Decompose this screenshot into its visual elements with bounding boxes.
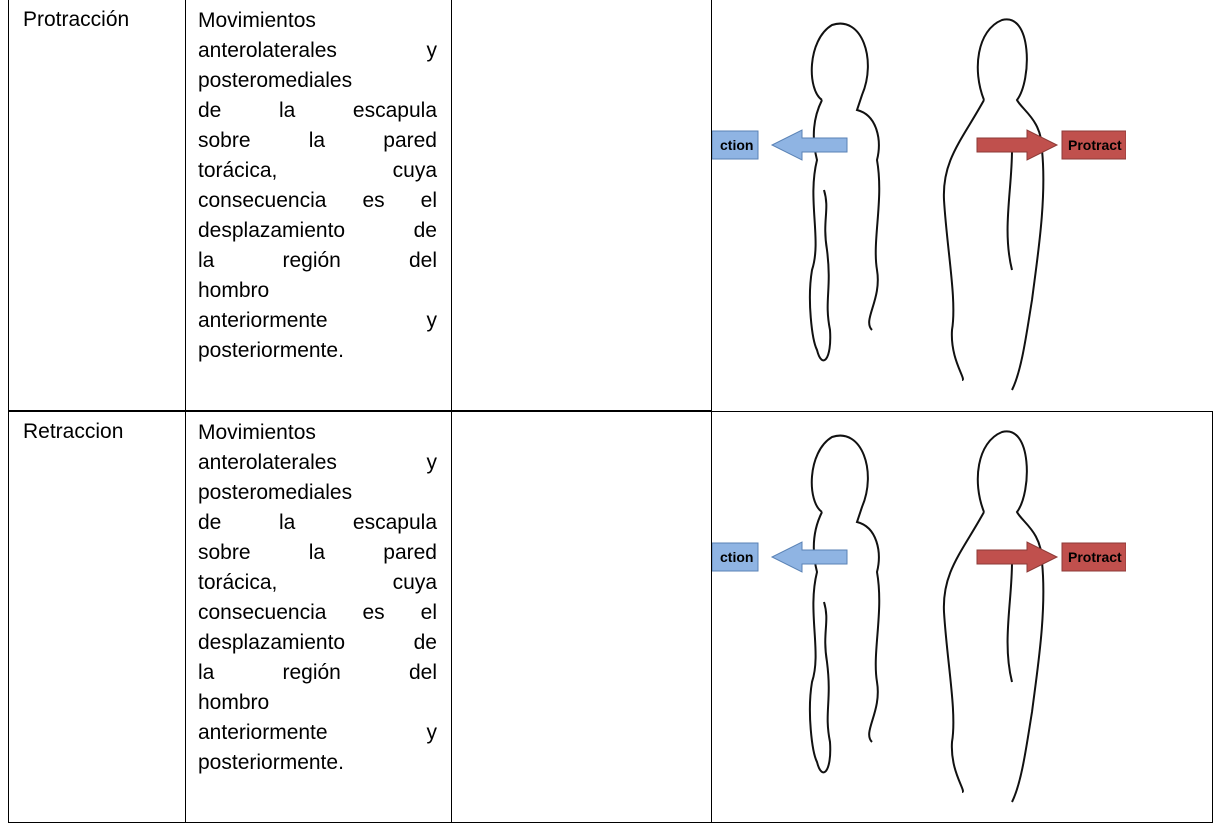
description-line: sobre la pared bbox=[198, 129, 437, 152]
description-line: consecuencia es el bbox=[198, 189, 437, 212]
figure-label: ction bbox=[720, 137, 753, 153]
description-line: anterolaterales y bbox=[198, 39, 437, 62]
description-line: Movimientos bbox=[198, 9, 316, 32]
label-box bbox=[1061, 542, 1127, 572]
empty-cell bbox=[451, 411, 712, 823]
term-cell: Protracción bbox=[8, 0, 186, 411]
arrow-right bbox=[976, 541, 1059, 573]
arrow-left bbox=[770, 541, 848, 573]
description-line: consecuencia es el bbox=[198, 601, 437, 624]
description-line: posteriormente. bbox=[198, 751, 344, 774]
description-line: hombro bbox=[198, 279, 270, 302]
description-line: la región del bbox=[198, 249, 437, 272]
description-line: desplazamiento de bbox=[198, 219, 437, 242]
figure-label: Protract bbox=[1068, 549, 1122, 565]
figure-cell: ction Protract bbox=[711, 0, 1127, 411]
description-line: torácica, cuya bbox=[198, 159, 437, 182]
description-cell: Movimientos anterolaterales y posteromedia… bbox=[185, 0, 452, 411]
figure: ction Protract bbox=[711, 430, 1127, 803]
description-line: desplazamiento de bbox=[198, 631, 437, 654]
description-line: hombro bbox=[198, 691, 270, 714]
label-box bbox=[711, 542, 759, 572]
description-cell: Movimientos anterolaterales y posteromedia… bbox=[185, 411, 452, 823]
figure-cell: ction Protract bbox=[711, 411, 1213, 823]
figure: ction Protract bbox=[711, 18, 1127, 391]
empty-cell bbox=[451, 0, 712, 411]
description-line: anteriormente y bbox=[198, 309, 437, 332]
figure-label: Protract bbox=[1068, 137, 1122, 153]
term-cell: Retraccion bbox=[8, 411, 186, 823]
body-outline bbox=[942, 430, 1045, 803]
body-outline bbox=[942, 18, 1045, 391]
body-outline bbox=[808, 434, 881, 774]
description-line: posteromediales bbox=[198, 69, 353, 92]
description-line: anteriormente y bbox=[198, 721, 437, 744]
description-line: Movimientos bbox=[198, 421, 316, 444]
label-box bbox=[1061, 130, 1127, 160]
figure-label: ction bbox=[720, 549, 753, 565]
description-line: posteriormente. bbox=[198, 339, 344, 362]
description-line: de la escapula bbox=[198, 99, 437, 122]
description-line: anterolaterales y bbox=[198, 451, 437, 474]
label-box bbox=[711, 130, 759, 160]
arrow-left bbox=[770, 129, 848, 161]
description-line: sobre la pared bbox=[198, 541, 437, 564]
description-line: posteromediales bbox=[198, 481, 353, 504]
description-line: de la escapula bbox=[198, 511, 437, 534]
description-line: torácica, cuya bbox=[198, 571, 437, 594]
description-line: la región del bbox=[198, 661, 437, 684]
body-outline bbox=[808, 22, 881, 362]
arrow-right bbox=[976, 129, 1059, 161]
